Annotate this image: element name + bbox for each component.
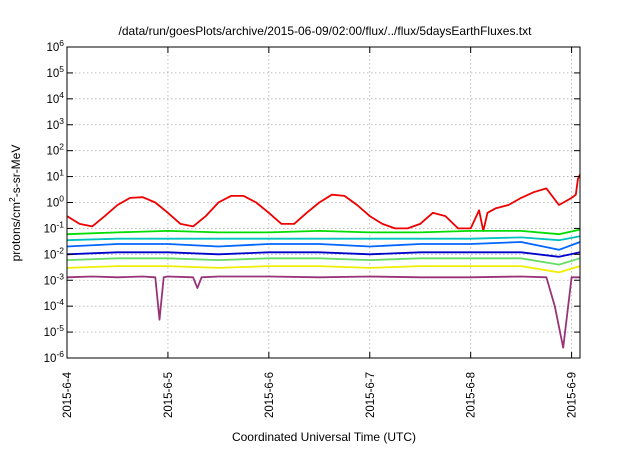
y-axis-label-superscript: 2 (7, 197, 17, 202)
y-tick-label: 10-1 (44, 219, 65, 235)
y-tick-label: 10-4 (44, 297, 65, 313)
series-line-6 (66, 257, 581, 266)
axis-ticks (66, 46, 580, 359)
y-tick-label: 104 (46, 90, 64, 106)
y-tick-label: 101 (46, 168, 64, 184)
x-tick-label: 2015-6-6 (264, 372, 276, 418)
chart-title: /data/run/goesPlots/archive/2015-06-09/0… (119, 24, 533, 38)
y-axis-label-suffix: -s-sr-MeV (9, 145, 23, 198)
series-line-7 (66, 265, 581, 274)
y-tick-label: 100 (46, 194, 64, 210)
series-line-3 (66, 235, 581, 242)
y-tick-label: 103 (46, 116, 64, 132)
y-tick-label: 10-2 (44, 245, 65, 261)
y-tick-label: 10-6 (44, 349, 65, 365)
y-tick-label: 10-3 (44, 271, 65, 287)
series-line-1 (66, 174, 581, 232)
x-tick-label: 2015-6-8 (466, 372, 478, 418)
x-axis-label: Coordinated Universal Time (UTC) (232, 430, 416, 444)
series-line-8 (66, 275, 580, 349)
series-line-5 (66, 251, 581, 258)
y-tick-label: 10-5 (44, 323, 65, 339)
y-tick-label: 106 (46, 38, 64, 54)
grid (66, 47, 580, 358)
y-axis-label: protons/cm2-s-sr-MeV (7, 145, 23, 262)
data-series (66, 174, 581, 349)
series-line-4 (66, 241, 581, 251)
y-tick-label: 102 (46, 142, 64, 158)
x-tick-labels: 2015-6-4 2015-6-5 2015-6-6 2015-6-7 2015-6-8… (62, 371, 579, 418)
y-axis-label-prefix: protons/cm (9, 202, 23, 261)
x-tick-label: 2015-6-9 (567, 372, 579, 418)
y-tick-labels: 10-6 10-5 10-4 10-3 10-2 10-1 100 101 102 103 104 1… (44, 38, 65, 365)
series-line-2 (66, 228, 581, 236)
x-tick-label: 2015-6-4 (62, 371, 74, 418)
y-tick-label: 105 (46, 64, 64, 80)
x-tick-label: 2015-6-7 (365, 372, 377, 418)
x-tick-label: 2015-6-5 (163, 372, 175, 418)
